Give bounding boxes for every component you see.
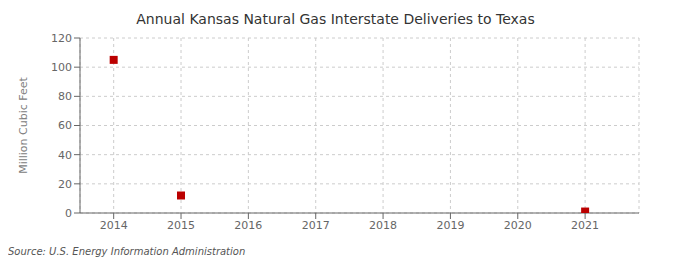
svg-text:40: 40 [58, 149, 72, 162]
svg-text:120: 120 [51, 32, 72, 45]
svg-text:2021: 2021 [571, 219, 599, 232]
svg-text:100: 100 [51, 61, 72, 74]
svg-text:2017: 2017 [302, 219, 330, 232]
svg-text:2019: 2019 [436, 219, 464, 232]
html-text:Annual Kansas Natural Gas Inte: Annual Kansas Natural Gas Interstate Del… [136, 11, 535, 27]
svg-text:2014: 2014 [100, 219, 128, 232]
svg-text:80: 80 [58, 90, 72, 103]
svg-text:2015: 2015 [167, 219, 195, 232]
svg-text:Million Cubic Feet: Million Cubic Feet [17, 76, 30, 173]
svg-text:60: 60 [58, 119, 72, 132]
svg-text:0: 0 [65, 207, 72, 220]
svg-text:20: 20 [58, 178, 72, 191]
svg-text:2020: 2020 [504, 219, 532, 232]
svg-text:2018: 2018 [369, 219, 397, 232]
svg-text:2016: 2016 [234, 219, 262, 232]
html-text:Source: U.S. Energy Informatio: Source: U.S. Energy Information Administ… [8, 246, 246, 257]
